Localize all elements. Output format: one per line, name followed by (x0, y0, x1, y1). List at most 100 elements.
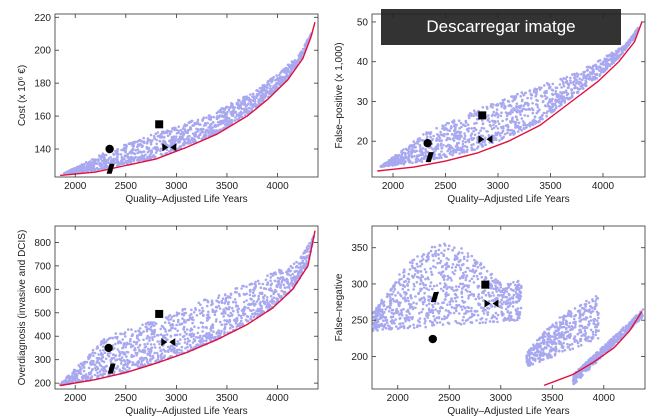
scatter-point (179, 146, 183, 149)
scatter-point (243, 101, 247, 104)
scatter-point (388, 306, 392, 310)
scatter-point (581, 83, 584, 86)
scatter-point (429, 131, 433, 134)
scatter-point (504, 302, 508, 306)
scatter-point (479, 134, 483, 138)
scatter-point (91, 351, 94, 355)
scatter-point (261, 92, 265, 96)
scatter-point (258, 282, 261, 286)
scatter-point (175, 323, 178, 327)
scatter-point (447, 322, 451, 325)
scatter-point (119, 153, 123, 156)
scatter-point (540, 86, 543, 90)
scatter-point (182, 325, 186, 329)
scatter-point (114, 150, 118, 154)
scatter-point (415, 262, 419, 266)
scatter-point (535, 87, 539, 91)
scatter-point (430, 273, 434, 276)
scatter-point (543, 94, 547, 97)
scatter-cloud (63, 32, 313, 175)
scatter-point (144, 322, 148, 326)
scatter-point (430, 270, 433, 274)
scatter-point (248, 309, 252, 312)
scatter-point (232, 110, 236, 113)
scatter-point (528, 89, 532, 92)
scatter-point (411, 259, 414, 262)
scatter-point (509, 132, 513, 135)
scatter-point (136, 145, 139, 149)
scatter-point (250, 315, 253, 318)
scatter-point (75, 376, 79, 380)
scatter-point (475, 121, 478, 125)
scatter-point (223, 293, 227, 297)
scatter-point (504, 105, 507, 108)
scatter-point (266, 296, 269, 299)
scatter-point (261, 282, 265, 286)
panel-4: 2000 2500 3000 3500 4000200250300350Quality–… (334, 225, 646, 417)
scatter-point (429, 281, 433, 284)
scatter-point (453, 296, 457, 300)
scatter-point (425, 132, 428, 136)
scatter-point (511, 99, 514, 103)
scatter-point (122, 351, 126, 354)
scatter-point (486, 313, 490, 317)
scatter-point (159, 333, 163, 336)
scatter-point (206, 318, 210, 321)
scatter-point (467, 306, 471, 310)
scatter-point (269, 294, 273, 298)
scatter-point (179, 338, 182, 341)
scatter-point (102, 161, 106, 165)
scatter-point (506, 131, 509, 135)
scatter-point (165, 333, 169, 336)
scatter-point (208, 337, 212, 341)
scatter-point (497, 113, 500, 116)
scatter-point (227, 108, 231, 112)
scatter-point (248, 288, 252, 292)
scatter-point (540, 95, 544, 98)
scatter-point (213, 313, 217, 317)
scatter-point (562, 77, 565, 80)
scatter-point (442, 152, 446, 156)
scatter-point (634, 32, 637, 36)
scatter-point (376, 320, 380, 324)
scatter-point (451, 153, 454, 157)
scatter-cloud (58, 235, 316, 387)
scatter-point (128, 142, 132, 145)
scatter-point (142, 150, 146, 153)
scatter-point (122, 358, 126, 362)
scatter-point (146, 151, 150, 154)
scatter-point (406, 284, 410, 287)
scatter-point (433, 245, 437, 249)
scatter-point (131, 334, 134, 337)
scatter-point (456, 296, 459, 299)
scatter-point (156, 355, 160, 359)
scatter-point (517, 121, 521, 125)
scatter-point (587, 73, 590, 76)
scatter-point (464, 276, 468, 279)
scatter-point (455, 288, 459, 292)
scatter-point (196, 331, 200, 335)
scatter-point (415, 281, 419, 284)
scatter-point (416, 140, 419, 144)
scatter-point (446, 149, 450, 153)
scatter-point (427, 313, 430, 317)
scatter-point (509, 315, 513, 319)
scatter-point (303, 266, 306, 269)
scatter-point (234, 116, 237, 119)
scatter-point (424, 151, 427, 155)
scatter-point (475, 141, 479, 144)
scatter-point (188, 343, 192, 347)
scatter-point (235, 291, 238, 294)
scatter-point (87, 166, 91, 170)
scatter-point (143, 363, 147, 366)
scatter-point (478, 272, 482, 276)
scatter-point (149, 133, 153, 137)
x-axis-label: Quality–Adjusted Life Years (447, 194, 569, 205)
scatter-point (188, 121, 191, 124)
scatter-point (219, 332, 223, 335)
scatter-point (480, 276, 484, 279)
scatter-point (158, 342, 161, 346)
scatter-point (512, 120, 515, 124)
scatter-point (245, 285, 248, 289)
scatter-point (140, 360, 144, 363)
